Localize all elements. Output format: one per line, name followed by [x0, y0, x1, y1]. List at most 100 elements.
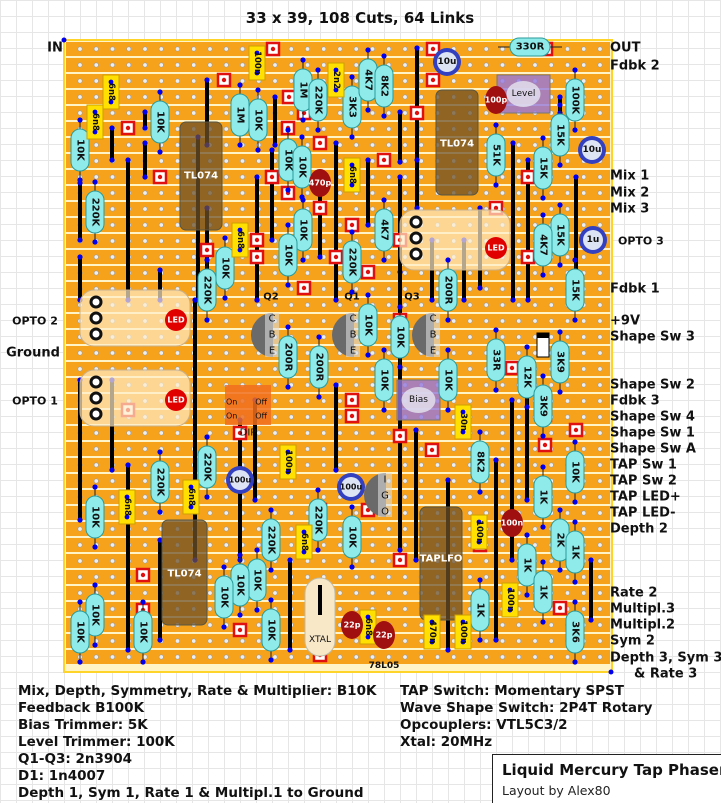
resistor-value: 33R	[491, 349, 502, 371]
track-cut-dot	[125, 125, 131, 131]
hole	[272, 382, 278, 388]
hole	[516, 238, 522, 244]
hole	[597, 270, 603, 276]
hole	[191, 638, 197, 644]
note: D1: 1n4007	[18, 768, 106, 784]
hole	[223, 334, 229, 340]
hole	[158, 46, 164, 52]
hole	[369, 446, 375, 452]
solder-point	[414, 157, 420, 163]
resistor-value: 1K	[538, 585, 549, 601]
hole	[288, 654, 294, 660]
hole	[581, 174, 587, 180]
hole	[386, 126, 392, 132]
hole	[581, 510, 587, 516]
hole	[564, 174, 570, 180]
ic-label: TAPLFO	[420, 554, 463, 565]
hole	[207, 606, 213, 612]
resistor	[358, 303, 378, 347]
hole	[93, 654, 99, 660]
edge-label-right: Shape Sw 1	[610, 426, 695, 441]
electrolytic-top	[341, 477, 361, 497]
transistor-pin-label: C	[350, 314, 357, 325]
hole	[240, 62, 246, 68]
hole	[126, 78, 132, 84]
hole	[240, 366, 246, 372]
hole	[597, 302, 603, 308]
hole	[581, 654, 587, 660]
solder-point	[315, 127, 321, 133]
resistor	[309, 345, 329, 389]
film-cap-value: 6n8	[106, 83, 116, 101]
resistor	[438, 358, 458, 402]
title-box: Liquid Mercury Tap Phaser Layout by Alex…	[492, 754, 721, 803]
hole	[337, 222, 343, 228]
hole	[597, 126, 603, 132]
solder-point	[237, 612, 243, 618]
hole	[142, 350, 148, 356]
corner-marker	[608, 669, 614, 675]
hole	[110, 654, 116, 660]
solder-point	[333, 87, 339, 93]
hole	[256, 654, 262, 660]
led	[165, 389, 187, 411]
hole	[321, 270, 327, 276]
hole	[304, 318, 310, 324]
hole	[337, 462, 343, 468]
hole	[402, 110, 408, 116]
hole	[369, 542, 375, 548]
edge-label-left: Ground	[6, 346, 60, 361]
hole	[337, 174, 343, 180]
hole	[483, 286, 489, 292]
solder-point	[285, 282, 291, 288]
hole	[467, 270, 473, 276]
solder-point	[477, 429, 483, 435]
hole	[386, 606, 392, 612]
hole	[386, 526, 392, 532]
edge-label-right: Mix 3	[610, 202, 649, 217]
note: Opcouplers: VTL5C3/2	[400, 717, 568, 733]
hole	[548, 430, 554, 436]
hole	[499, 558, 505, 564]
ceramic-cap-value: 100p	[485, 96, 508, 105]
hole	[516, 350, 522, 356]
ceramic-cap-value: 22p	[376, 631, 393, 640]
hole	[402, 574, 408, 580]
hole	[175, 350, 181, 356]
hole	[93, 158, 99, 164]
solder-point	[222, 295, 228, 301]
hole	[321, 494, 327, 500]
hole	[369, 174, 375, 180]
film-cap-value: 30n	[458, 413, 468, 431]
solder-point	[510, 140, 516, 146]
resistor	[390, 315, 410, 359]
hole	[597, 382, 603, 388]
resistor-value: 1K	[475, 603, 486, 619]
track-cut-dot	[397, 433, 403, 439]
hole	[451, 478, 457, 484]
film-cap-value: 100n	[505, 588, 515, 612]
edge-label-right: Mix 1	[610, 169, 649, 184]
solder-point	[524, 592, 530, 598]
edge-label-right: Multipl.3	[610, 602, 675, 617]
solder-point	[381, 257, 387, 263]
hole	[256, 494, 262, 500]
solder-point	[460, 409, 466, 415]
resistor-value: 10K	[253, 109, 264, 132]
hole	[516, 462, 522, 468]
resistor	[85, 190, 105, 234]
hole	[418, 478, 424, 484]
track-cut-dot	[254, 237, 260, 243]
hole	[369, 462, 375, 468]
hole	[386, 174, 392, 180]
resistor	[517, 355, 537, 399]
hole	[207, 638, 213, 644]
hole	[110, 46, 116, 52]
hole	[175, 446, 181, 452]
solder-point	[572, 317, 578, 323]
solder-point	[92, 239, 98, 245]
solder-point	[142, 109, 148, 115]
hole	[223, 526, 229, 532]
hole	[272, 574, 278, 580]
transistor-pin-label: C	[269, 314, 276, 325]
